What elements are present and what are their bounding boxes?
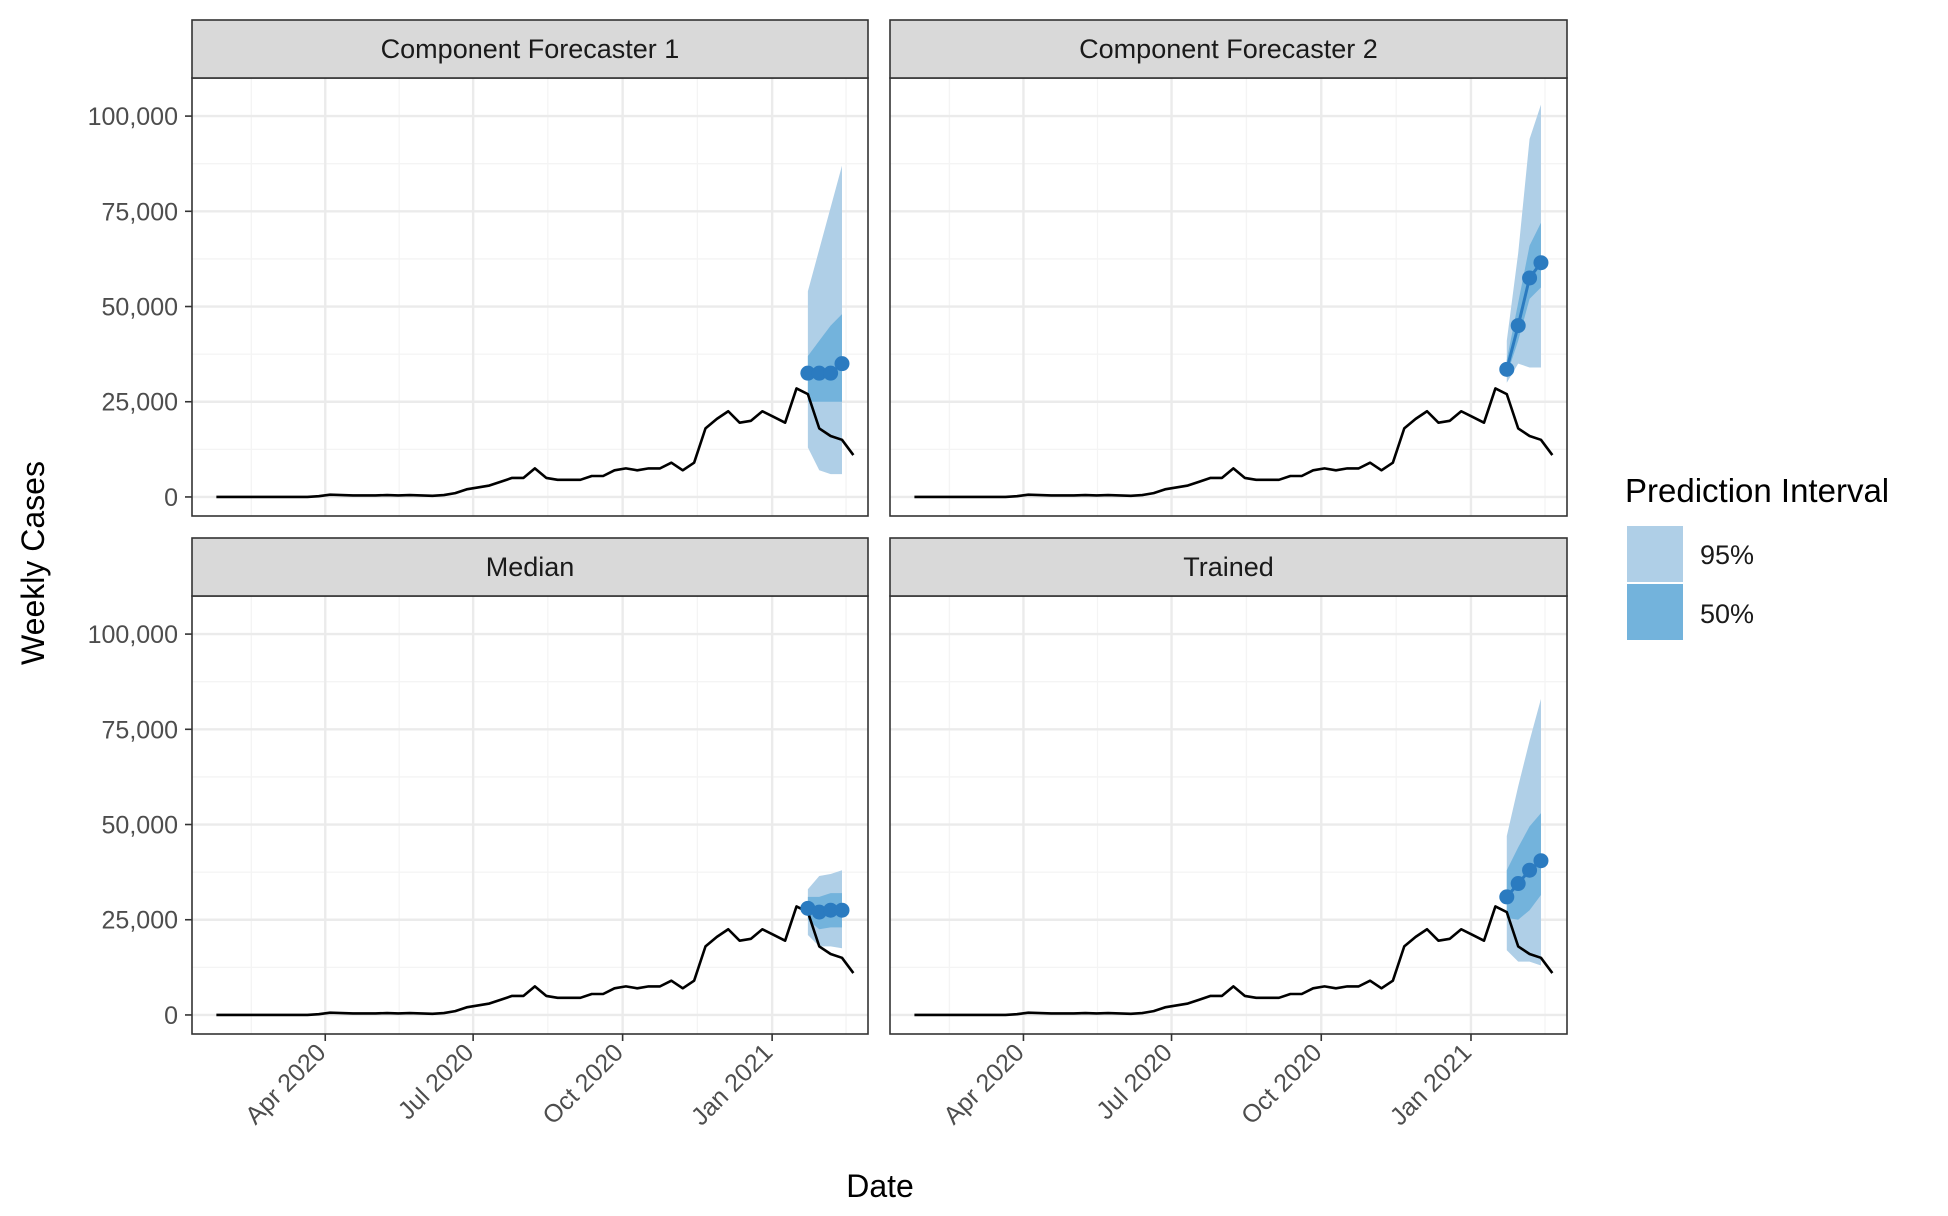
y-tick-label: 25,000 — [102, 907, 178, 935]
band-95 — [1506, 104, 1541, 383]
legend-label-50: 50% — [1700, 599, 1754, 629]
y-tick-label: 75,000 — [102, 716, 178, 744]
legend-swatch-50 — [1627, 584, 1683, 640]
y-tick-label: 50,000 — [102, 812, 178, 840]
y-tick-label: 25,000 — [102, 389, 178, 417]
panel-title: Component Forecaster 2 — [1079, 34, 1378, 64]
legend: Prediction Interval 95% 50% — [1625, 472, 1889, 640]
forecast-point — [1522, 270, 1538, 286]
y-tick-label: 75,000 — [102, 198, 178, 226]
forecast-point — [1533, 255, 1549, 271]
forecast-point — [1510, 876, 1526, 892]
forecast-point — [800, 365, 816, 381]
forecast-point — [1533, 853, 1549, 869]
x-axis-title: Date — [846, 1168, 914, 1204]
y-axis-title: Weekly Cases — [15, 461, 51, 665]
forecast-point — [834, 356, 850, 372]
forecast-point — [1522, 862, 1538, 878]
panel-1: Component Forecaster 1 0 25,000 50,000 75,00… — [88, 19, 869, 517]
observed-line — [216, 905, 855, 1017]
forecast-point — [1499, 889, 1515, 905]
y-tick-label: 100,000 — [88, 621, 178, 649]
observed-line — [914, 387, 1554, 499]
forecast-line — [1505, 261, 1543, 370]
forecast-point — [834, 902, 850, 918]
legend-label-95: 95% — [1700, 540, 1754, 570]
forecast-point — [811, 365, 827, 381]
facet-panels: Component Forecaster 1 0 25,000 50,000 75,00… — [88, 19, 1568, 1131]
forecast-point — [800, 900, 816, 916]
panel-title: Trained — [1183, 552, 1274, 582]
y-tick-label: 0 — [164, 484, 178, 512]
y-tick-label: 0 — [164, 1002, 178, 1030]
panel-title: Median — [486, 552, 575, 582]
strip-header — [191, 19, 869, 79]
panel-title: Component Forecaster 1 — [381, 34, 680, 64]
forecast-point — [823, 902, 839, 918]
panel-background — [890, 78, 1567, 516]
panel-background — [192, 596, 868, 1034]
observed-line — [216, 387, 855, 499]
strip-header — [191, 537, 869, 597]
strip-header — [889, 19, 1568, 79]
forecast-point — [811, 904, 827, 920]
legend-title: Prediction Interval — [1625, 472, 1889, 509]
forecast-point — [823, 365, 839, 381]
panel-2: Component Forecaster 2 — [889, 19, 1568, 517]
forecast-point — [1510, 318, 1526, 334]
observed-line — [914, 905, 1554, 1017]
y-tick-label: 100,000 — [88, 103, 178, 131]
y-tick-label: 50,000 — [102, 294, 178, 322]
forecast-point — [1499, 361, 1515, 377]
panel-background — [192, 78, 868, 516]
strip-header — [889, 537, 1568, 597]
panel-background — [890, 596, 1567, 1034]
legend-swatch-95 — [1627, 526, 1683, 582]
